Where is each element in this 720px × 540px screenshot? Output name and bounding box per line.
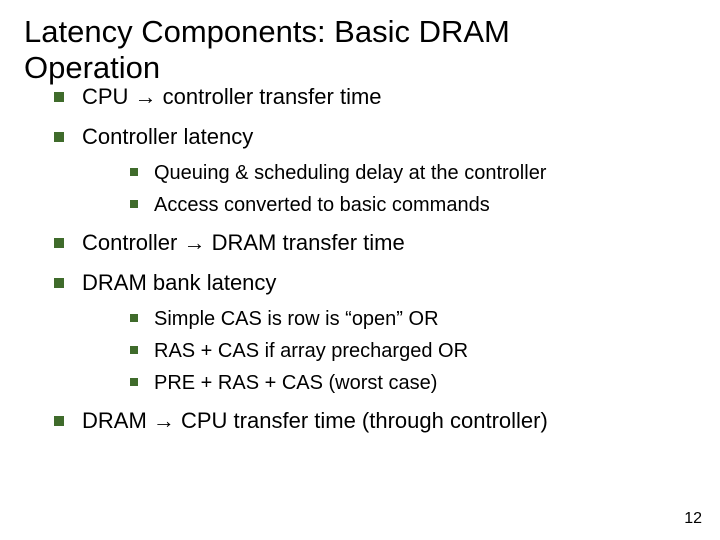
bullet-text: DRAM → CPU transfer time (through contro… — [82, 408, 548, 433]
slide-content: CPU → controller transfer time Controlle… — [24, 81, 696, 436]
slide: Latency Components: Basic DRAM Operation… — [0, 0, 720, 540]
bullet-list: CPU → controller transfer time Controlle… — [24, 81, 696, 436]
sub-bullet-item: Access converted to basic commands — [130, 191, 696, 219]
sub-bullet-text: Access converted to basic commands — [154, 194, 490, 216]
slide-title: Latency Components: Basic DRAM Operation — [24, 14, 696, 85]
sub-bullet-text: PRE + RAS + CAS (worst case) — [154, 372, 437, 394]
sub-bullet-text: Queuing & scheduling delay at the contro… — [154, 162, 546, 184]
sub-bullet-item: Simple CAS is row is “open” OR — [130, 305, 696, 333]
sub-bullet-item: PRE + RAS + CAS (worst case) — [130, 369, 696, 397]
title-line-1: Latency Components: Basic DRAM — [24, 14, 510, 49]
sub-bullet-item: RAS + CAS if array precharged OR — [130, 337, 696, 365]
page-number: 12 — [684, 510, 702, 528]
bullet-text: Controller → DRAM transfer time — [82, 230, 405, 255]
bullet-text: CPU → controller transfer time — [82, 84, 382, 109]
sub-bullet-list: Queuing & scheduling delay at the contro… — [82, 159, 696, 219]
bullet-item: Controller → DRAM transfer time — [54, 227, 696, 259]
sub-bullet-text: Simple CAS is row is “open” OR — [154, 308, 439, 330]
bullet-item: DRAM → CPU transfer time (through contro… — [54, 405, 696, 437]
bullet-item: CPU → controller transfer time — [54, 81, 696, 113]
bullet-text: DRAM bank latency — [82, 270, 276, 295]
bullet-text: Controller latency — [82, 124, 253, 149]
bullet-item: Controller latency Queuing & scheduling … — [54, 121, 696, 219]
title-line-2: Operation — [24, 50, 160, 85]
sub-bullet-text: RAS + CAS if array precharged OR — [154, 340, 468, 362]
sub-bullet-list: Simple CAS is row is “open” OR RAS + CAS… — [82, 305, 696, 397]
sub-bullet-item: Queuing & scheduling delay at the contro… — [130, 159, 696, 187]
bullet-item: DRAM bank latency Simple CAS is row is “… — [54, 267, 696, 397]
